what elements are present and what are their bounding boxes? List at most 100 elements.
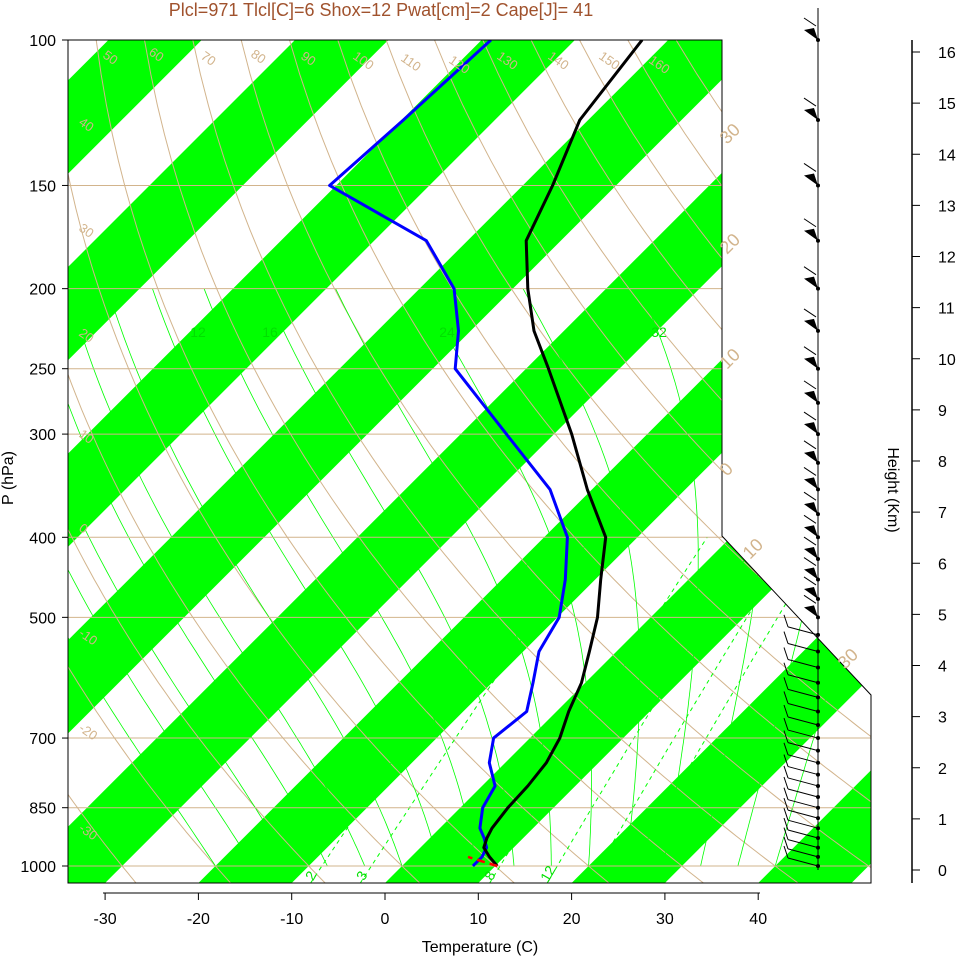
height-tick-label: 13 [938, 198, 956, 215]
wind-barb-feather [803, 594, 817, 604]
x-tick-label: 10 [469, 911, 487, 928]
mixing-ratio-label: 3 [353, 868, 371, 883]
x-tick-label: -30 [94, 911, 117, 928]
wind-barb [803, 557, 820, 582]
wind-barb-feather [783, 827, 789, 840]
height-tick-label: 2 [938, 761, 947, 778]
x-tick-label: -10 [280, 911, 303, 928]
mixing-ratio-label: 12 [537, 863, 559, 885]
wind-barb-feather [783, 647, 789, 660]
wind-barb-feather [783, 691, 789, 704]
wind-barb [783, 704, 820, 728]
wind-barb-feather [803, 411, 817, 421]
wind-barb-feather [783, 836, 789, 850]
dry-adiabat [372, 40, 871, 883]
wind-barb-flag [804, 390, 818, 403]
wind-barb-shaft [787, 848, 819, 858]
dry-adiabat-label: 90 [298, 48, 318, 69]
wind-barb-shaft [787, 742, 819, 752]
p-tick-label: 300 [29, 427, 56, 444]
wind-barb-feather [803, 557, 817, 566]
wind-barb [803, 266, 820, 291]
wind-barb-feather [783, 614, 789, 628]
wind-barb [803, 346, 820, 371]
wind-barb [803, 218, 820, 243]
height-tick-label: 3 [938, 710, 947, 727]
wind-barb-shaft [787, 626, 819, 636]
wind-barb-flag [804, 173, 818, 186]
wind-barb [783, 647, 820, 670]
wind-barb-shaft [787, 819, 819, 829]
wind-barb-feather [783, 797, 789, 811]
wind-barb-feather [803, 380, 817, 390]
wind-barb [803, 97, 820, 123]
wind-barb-feather [803, 466, 817, 476]
wind-barb [783, 845, 820, 868]
dry-adiabat-label: 70 [198, 48, 218, 69]
height-tick-label: 16 [938, 45, 956, 62]
wind-barb [803, 491, 820, 517]
height-tick-label: 6 [938, 556, 947, 573]
wind-barb-feather [783, 845, 789, 859]
isotherm-bands [68, 40, 871, 883]
moist-adiabat [639, 288, 699, 867]
dry-adiabat [68, 40, 439, 883]
wind-barb [803, 536, 820, 562]
isotherm-band [181, 40, 871, 883]
dry-adiabat-label: 110 [398, 50, 424, 74]
parcel-line [467, 855, 498, 868]
p-tick-label: 150 [29, 178, 56, 195]
wind-barb [803, 466, 820, 492]
dry-adiabat [466, 40, 871, 883]
dry-adiabat [138, 40, 727, 883]
dry-adiabat [68, 40, 535, 883]
dry-adiabat-label: 20 [76, 325, 96, 346]
mixing-ratio-line [488, 537, 708, 883]
wind-barb-feather [783, 704, 789, 718]
wind-barb-shaft [787, 799, 819, 809]
p-tick-label: 1000 [20, 859, 56, 876]
wind-barb-shaft [787, 788, 819, 798]
wind-barb [783, 817, 820, 841]
moist-adiabat [420, 288, 592, 867]
p-tick-label: 200 [29, 282, 56, 299]
p-tick-label: 100 [29, 33, 56, 50]
wind-barb-shaft [787, 729, 819, 739]
moist-adiabat [203, 288, 477, 867]
wind-barb [783, 836, 820, 859]
p-tick-label: 700 [29, 731, 56, 748]
moist-adiabat [68, 288, 291, 867]
mixing-ratio-label: 2 [302, 868, 320, 883]
p-tick-label: 850 [29, 801, 56, 818]
dry-adiabat [185, 40, 822, 883]
wind-barb [783, 776, 820, 799]
dry-adiabat [419, 40, 871, 883]
wind-barb [783, 787, 820, 810]
wind-barb-flag [804, 547, 818, 560]
wind-barb-feather [803, 218, 817, 228]
moist-adiabat [774, 288, 871, 867]
wind-barb-shaft [787, 809, 819, 819]
height-tick-label: 15 [938, 96, 956, 113]
wind-barb-flag [804, 605, 818, 618]
wind-barb-flag [804, 502, 818, 515]
wind-barb-feather [803, 266, 817, 276]
wind-barb-flag [804, 525, 818, 538]
wind-barb-flag [804, 567, 818, 580]
wind-barb-flag [804, 276, 818, 289]
wind-barb [783, 797, 820, 821]
wind-barb-flag [804, 356, 818, 369]
isotherm-label: 30 [716, 120, 744, 148]
wind-barb [803, 594, 820, 620]
wind-barb-shaft [787, 857, 819, 867]
height-tick-label: 12 [938, 250, 956, 267]
wind-barb [803, 514, 820, 540]
wind-barb-shaft [787, 766, 819, 776]
moist-adiabat [68, 288, 216, 867]
dry-adiabat-label: 50 [100, 47, 120, 68]
wind-barb-feather [783, 808, 789, 821]
p-tick-label: 250 [29, 362, 56, 379]
wind-barb [803, 380, 820, 405]
height-tick-label: 14 [938, 147, 956, 164]
